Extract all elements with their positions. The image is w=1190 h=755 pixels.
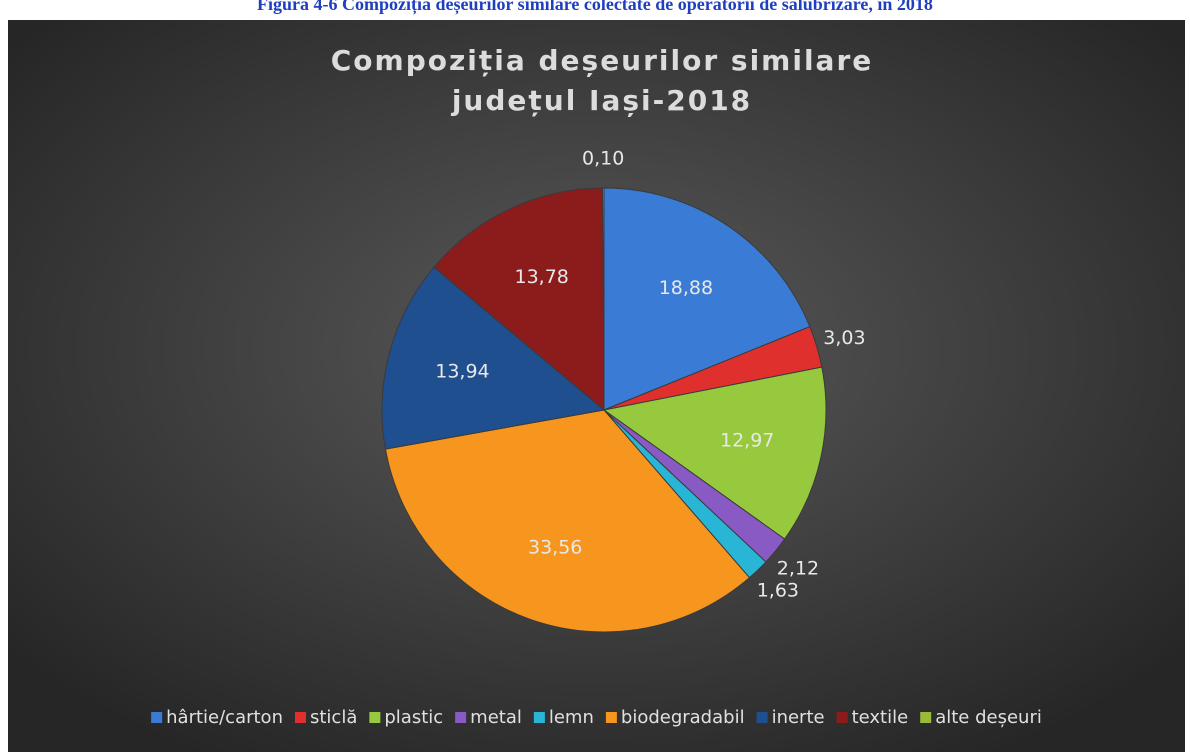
legend-swatch [294,712,306,723]
legend-swatch [533,712,545,723]
legend-swatch [756,712,768,723]
data-label: 18,88 [659,277,713,299]
legend-swatch [151,712,163,723]
data-label: 1,63 [757,579,799,601]
legend-label: biodegradabil [621,707,745,728]
data-label: 13,94 [435,361,489,383]
legend-swatch [605,712,617,723]
legend-swatch [369,712,381,723]
data-label: 2,12 [777,558,819,580]
legend: hârtie/carton sticlă plastic metal lemn biode… [151,707,1042,728]
legend-label: inerte [772,707,825,728]
data-label: 12,97 [720,429,774,451]
data-label: 33,56 [528,537,582,559]
legend-swatch [836,712,848,723]
pie-slice [433,187,605,412]
pie-slice [602,187,605,411]
figure-caption: Figura 4-6 Compoziția deșeurilor similar… [257,0,933,15]
data-label: 13,78 [515,266,569,288]
data-label: 3,03 [823,327,865,349]
legend-label: textile [852,707,909,728]
pie-slice [602,366,827,540]
pie-slice [603,187,811,411]
legend-swatch [920,712,932,723]
chart-subtitle: județul Iași-2018 [451,84,752,117]
pie-slice [384,409,751,633]
legend-label: hârtie/carton [166,707,283,728]
legend-label: sticlă [310,707,357,728]
legend-swatch [455,712,467,723]
legend-label: lemn [549,707,594,728]
legend-label: alte deșeuri [935,707,1042,728]
pie-slice [381,266,606,450]
legend-label: plastic [384,707,443,728]
legend-label: metal [470,707,522,728]
chart-title: Compoziția deșeurilor similare [331,44,874,77]
data-label: 0,10 [582,148,624,170]
